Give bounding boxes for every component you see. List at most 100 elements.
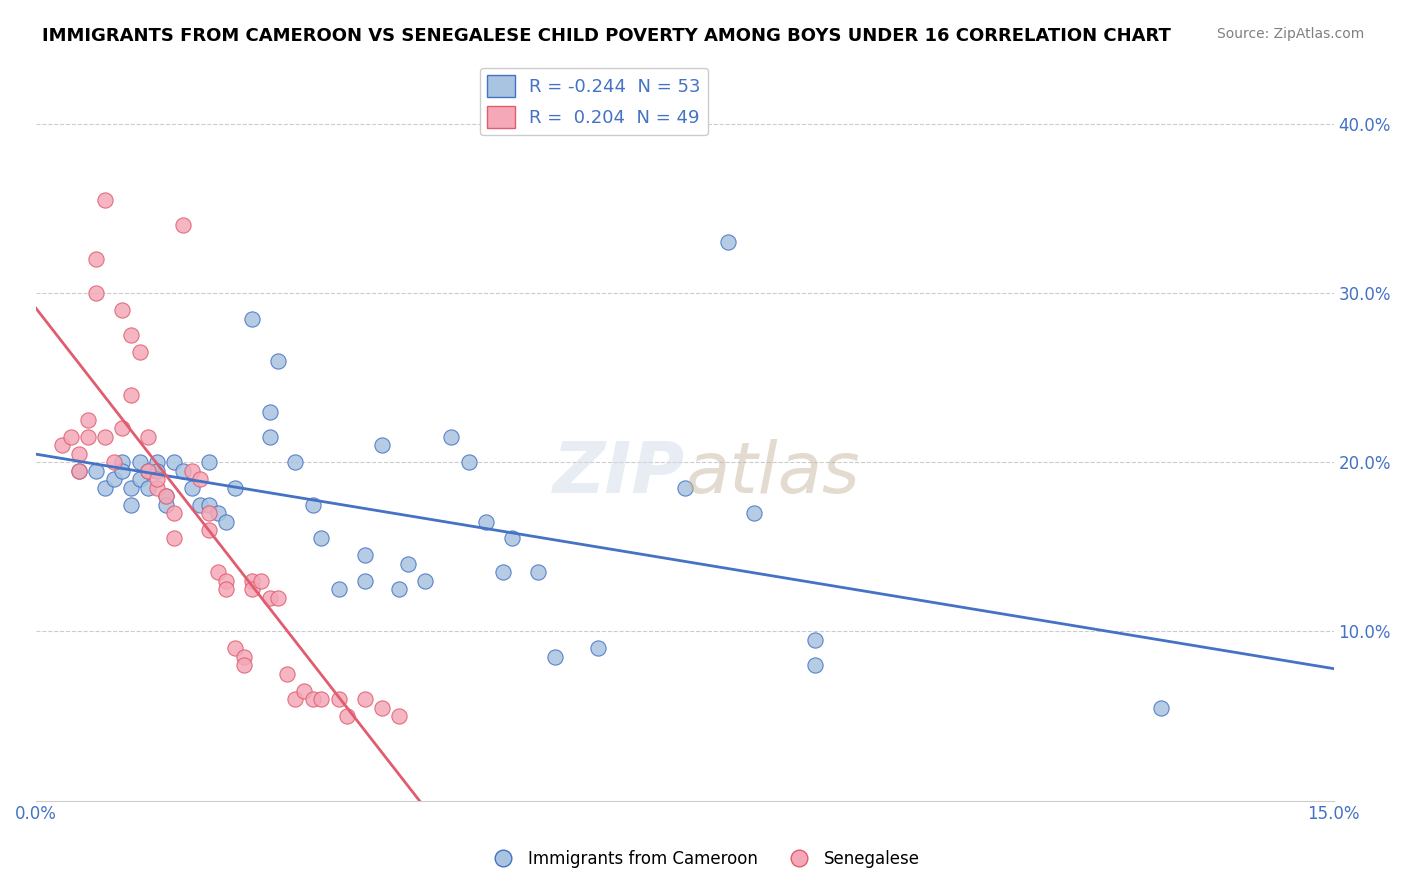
Point	[180, 464, 202, 478]
Point	[328, 692, 350, 706]
Point	[311, 692, 333, 706]
Point	[111, 421, 134, 435]
Point	[172, 219, 194, 233]
Point	[94, 481, 117, 495]
Point	[588, 641, 610, 656]
Point	[188, 472, 211, 486]
Point	[76, 430, 98, 444]
Point	[371, 700, 394, 714]
Point	[259, 430, 281, 444]
Point	[526, 566, 548, 580]
Point	[67, 464, 90, 478]
Point	[215, 574, 238, 588]
Point	[155, 489, 177, 503]
Point	[353, 574, 375, 588]
Point	[1149, 700, 1171, 714]
Point	[111, 303, 134, 318]
Point	[353, 549, 375, 563]
Point	[94, 193, 117, 207]
Point	[86, 286, 108, 301]
Point	[457, 455, 479, 469]
Point	[673, 481, 696, 495]
Point	[301, 692, 323, 706]
Point	[284, 455, 307, 469]
Point	[146, 481, 169, 495]
Point	[284, 692, 307, 706]
Point	[120, 498, 142, 512]
Point	[111, 464, 134, 478]
Point	[155, 498, 177, 512]
Point	[76, 413, 98, 427]
Point	[188, 498, 211, 512]
Point	[388, 709, 411, 723]
Point	[803, 632, 825, 647]
Text: ZIP: ZIP	[553, 439, 685, 508]
Point	[311, 532, 333, 546]
Point	[240, 311, 263, 326]
Point	[198, 523, 221, 537]
Point	[59, 430, 82, 444]
Point	[138, 430, 160, 444]
Point	[128, 472, 150, 486]
Point	[353, 692, 375, 706]
Point	[138, 464, 160, 478]
Point	[501, 532, 523, 546]
Point	[475, 515, 498, 529]
Point	[259, 404, 281, 418]
Point	[276, 666, 298, 681]
Point	[250, 574, 273, 588]
Point	[138, 464, 160, 478]
Text: IMMIGRANTS FROM CAMEROON VS SENEGALESE CHILD POVERTY AMONG BOYS UNDER 16 CORRELA: IMMIGRANTS FROM CAMEROON VS SENEGALESE C…	[42, 27, 1171, 45]
Legend: Immigrants from Cameroon, Senegalese: Immigrants from Cameroon, Senegalese	[479, 844, 927, 875]
Point	[336, 709, 359, 723]
Point	[86, 252, 108, 267]
Point	[803, 658, 825, 673]
Point	[172, 464, 194, 478]
Point	[207, 566, 229, 580]
Point	[267, 591, 290, 605]
Point	[413, 574, 436, 588]
Point	[103, 472, 125, 486]
Point	[396, 557, 419, 571]
Point	[94, 430, 117, 444]
Point	[232, 658, 254, 673]
Point	[259, 591, 281, 605]
Point	[742, 506, 765, 520]
Point	[198, 498, 221, 512]
Point	[371, 438, 394, 452]
Point	[717, 235, 740, 250]
Point	[146, 464, 169, 478]
Point	[111, 455, 134, 469]
Point	[163, 455, 186, 469]
Point	[120, 387, 142, 401]
Point	[215, 515, 238, 529]
Point	[240, 574, 263, 588]
Point	[120, 328, 142, 343]
Text: atlas: atlas	[685, 439, 859, 508]
Point	[492, 566, 515, 580]
Point	[146, 455, 169, 469]
Point	[267, 353, 290, 368]
Point	[388, 582, 411, 597]
Point	[224, 641, 246, 656]
Point	[138, 481, 160, 495]
Point	[224, 481, 246, 495]
Point	[67, 447, 90, 461]
Point	[163, 532, 186, 546]
Point	[155, 489, 177, 503]
Point	[128, 345, 150, 359]
Point	[440, 430, 463, 444]
Point	[240, 582, 263, 597]
Point	[198, 506, 221, 520]
Point	[198, 455, 221, 469]
Point	[207, 506, 229, 520]
Point	[544, 649, 567, 664]
Point	[146, 472, 169, 486]
Text: Source: ZipAtlas.com: Source: ZipAtlas.com	[1216, 27, 1364, 41]
Point	[103, 455, 125, 469]
Point	[128, 455, 150, 469]
Point	[328, 582, 350, 597]
Point	[301, 498, 323, 512]
Legend: R = -0.244  N = 53, R =  0.204  N = 49: R = -0.244 N = 53, R = 0.204 N = 49	[481, 68, 707, 136]
Point	[180, 481, 202, 495]
